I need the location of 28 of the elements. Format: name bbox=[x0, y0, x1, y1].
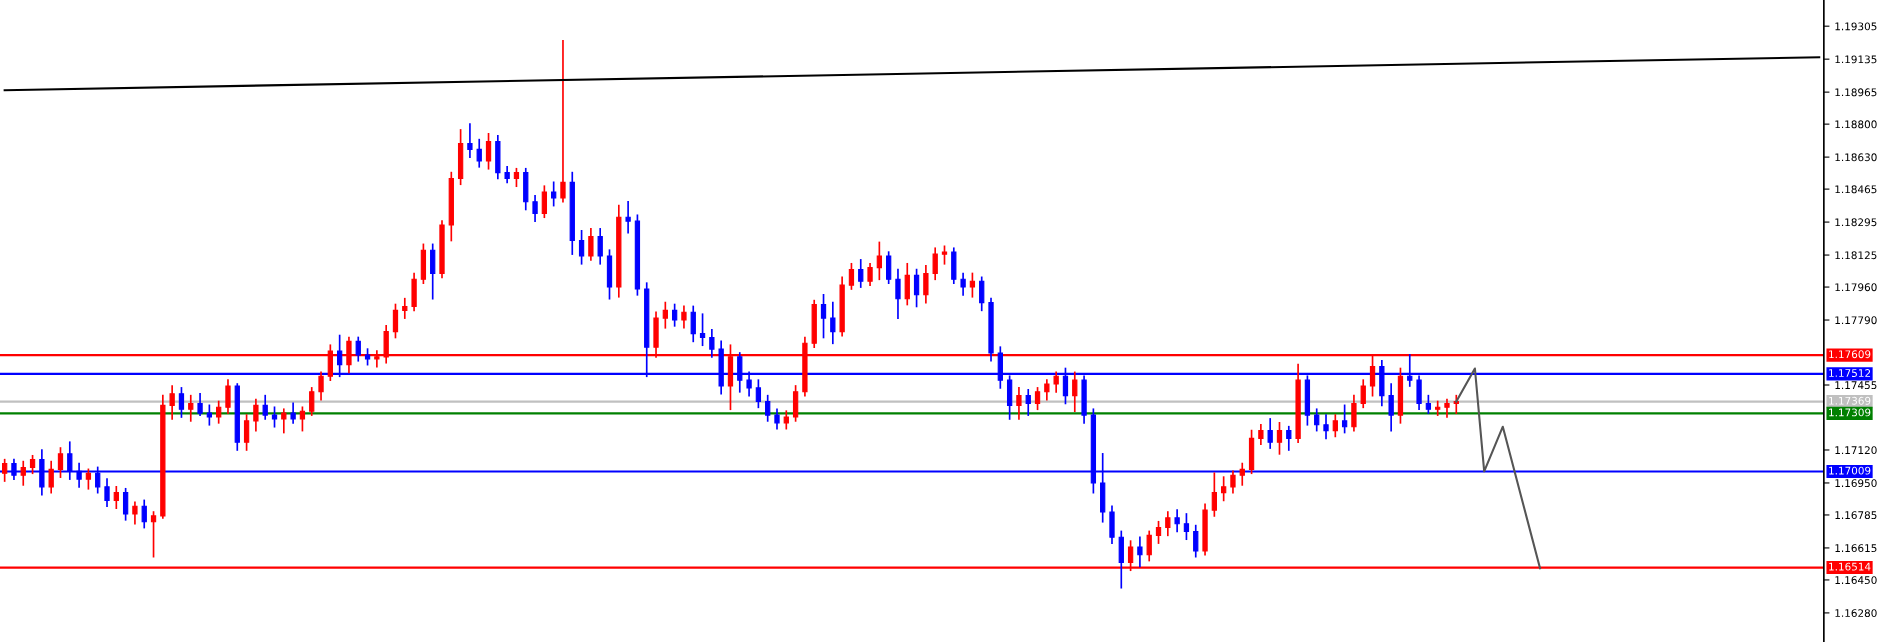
ref-line-label: 1.17609 bbox=[1829, 350, 1871, 359]
y-tick-label: 1.16280 bbox=[1835, 609, 1877, 618]
y-tick-label: 1.17120 bbox=[1835, 446, 1877, 455]
y-tick-label: 1.17960 bbox=[1835, 283, 1877, 292]
ref-line-label: 1.17369 bbox=[1829, 396, 1871, 405]
candlestick bbox=[271, 406, 278, 428]
y-tick-label: 1.19135 bbox=[1835, 55, 1877, 64]
candlestick bbox=[281, 408, 287, 434]
candlestick bbox=[206, 404, 213, 426]
y-tick-label: 1.18965 bbox=[1835, 88, 1877, 97]
y-tick-label: 1.16785 bbox=[1835, 511, 1877, 520]
candlestick bbox=[290, 402, 296, 424]
y-tick-label: 1.18125 bbox=[1835, 251, 1877, 260]
y-tick-label: 1.16450 bbox=[1835, 576, 1877, 585]
ref-line-label: 1.17309 bbox=[1829, 408, 1871, 417]
y-tick-label: 1.18465 bbox=[1835, 185, 1877, 194]
y-tick-label: 1.16950 bbox=[1835, 479, 1877, 488]
y-tick-label: 1.18295 bbox=[1835, 218, 1877, 227]
ref-line-label: 1.16514 bbox=[1829, 562, 1871, 571]
y-tick-label: 1.18630 bbox=[1835, 153, 1877, 162]
ref-line-label: 1.17009 bbox=[1829, 466, 1871, 475]
y-tick-label: 1.17455 bbox=[1835, 381, 1877, 390]
y-tick-label: 1.16615 bbox=[1835, 544, 1877, 553]
line-series bbox=[1455, 367, 1542, 570]
ref-line-label: 1.17512 bbox=[1829, 369, 1871, 377]
y-tick-label: 1.17790 bbox=[1835, 316, 1877, 325]
y-tick-label: 1.19305 bbox=[1835, 22, 1877, 31]
y-tick-label: 1.18800 bbox=[1835, 120, 1877, 129]
